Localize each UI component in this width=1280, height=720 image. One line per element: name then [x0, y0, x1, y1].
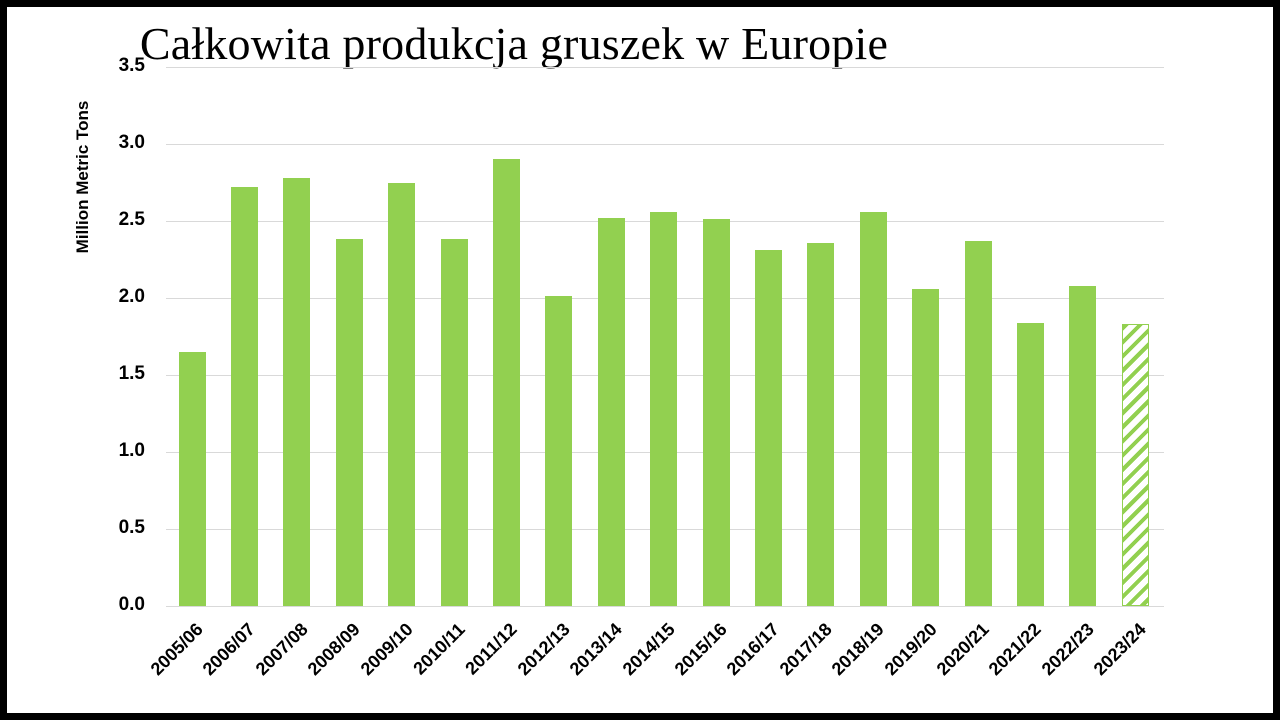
chart-title-text: Całkowita produkcja gruszek w Europie — [139, 18, 889, 69]
x-tick-label: 2006/07 — [198, 619, 260, 680]
bar-2005-06 — [178, 351, 206, 606]
x-tick-label: 2017/18 — [775, 619, 836, 680]
x-tick-label: 2013/14 — [565, 619, 626, 680]
bar-2008-09 — [335, 239, 363, 606]
bar-2016-17 — [754, 250, 782, 606]
x-tick-label: 2016/17 — [722, 619, 784, 680]
bar-2007-08 — [283, 177, 311, 606]
bar-2009-10 — [388, 182, 416, 606]
x-tick-label: 2005/06 — [146, 619, 207, 680]
x-tick-label: 2023/24 — [1089, 619, 1150, 680]
bar-2018-19 — [859, 211, 887, 606]
x-tick-label: 2022/23 — [1037, 619, 1098, 680]
x-tick-label: 2018/19 — [827, 619, 888, 680]
chart-title: Całkowita produkcja gruszek w Europie — [7, 17, 1273, 70]
bar-2010-11 — [440, 239, 468, 606]
x-tick-label: 2019/20 — [880, 619, 941, 680]
x-tick-label: 2010/11 — [409, 619, 469, 679]
x-tick-label: 2011/12 — [461, 619, 522, 679]
gridline — [166, 606, 1164, 607]
y-tick-label: 3.5 — [118, 55, 145, 76]
bar-2013-14 — [597, 217, 625, 606]
y-tick-label: 2.5 — [118, 209, 145, 230]
y-tick-label: 0.0 — [118, 594, 145, 615]
x-tick-label: 2007/08 — [251, 619, 312, 680]
bar-2020-21 — [964, 241, 992, 606]
y-tick-label: 0.5 — [118, 517, 145, 538]
y-tick-label: 1.5 — [118, 363, 145, 384]
x-tick-label: 2015/16 — [670, 619, 731, 680]
bar-2017-18 — [807, 242, 835, 606]
chart-frame: Całkowita produkcja gruszek w Europie Mi… — [7, 7, 1273, 713]
x-tick-label: 2014/15 — [618, 619, 679, 680]
bar-2014-15 — [650, 211, 678, 606]
x-tick-label: 2009/10 — [356, 619, 417, 680]
bar-2022-23 — [1069, 285, 1097, 606]
bar-2006-07 — [230, 187, 258, 606]
bar-2012-13 — [545, 296, 573, 606]
x-tick-label: 2021/22 — [984, 619, 1046, 680]
y-tick-label: 3.0 — [118, 132, 145, 153]
bar-2015-16 — [702, 219, 730, 606]
gridline — [166, 67, 1164, 68]
y-tick-label: 1.0 — [118, 440, 145, 461]
bar-2023-24 — [1121, 324, 1149, 606]
bar-2011-12 — [492, 159, 520, 606]
y-tick-label: 2.0 — [118, 286, 145, 307]
x-tick-label: 2020/21 — [932, 619, 993, 680]
bar-2021-22 — [1016, 322, 1044, 606]
x-tick-label: 2008/09 — [303, 619, 364, 680]
gridline — [166, 144, 1164, 145]
bar-2019-20 — [912, 288, 940, 606]
x-tick-label: 2012/13 — [513, 619, 574, 680]
